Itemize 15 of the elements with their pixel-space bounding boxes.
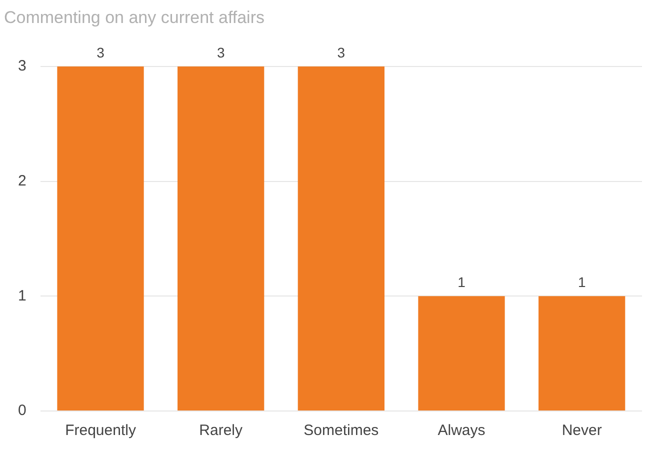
chart-title: Commenting on any current affairs [4, 8, 264, 27]
data-label: 1 [578, 274, 586, 290]
x-tick-label: Frequently [65, 422, 136, 440]
x-tick-label: Never [562, 422, 602, 440]
y-tick-label: 2 [18, 172, 26, 190]
x-tick-label: Rarely [199, 422, 244, 440]
x-tick-label: Sometimes [304, 422, 379, 440]
y-tick-label: 0 [18, 402, 26, 420]
y-tick-label: 3 [18, 58, 26, 75]
data-label: 3 [96, 44, 105, 60]
data-label: 3 [216, 44, 225, 60]
data-label: 1 [458, 274, 466, 290]
data-label: 3 [337, 44, 346, 60]
x-tick-label: Always [438, 422, 486, 440]
y-tick-label: 1 [18, 287, 26, 304]
